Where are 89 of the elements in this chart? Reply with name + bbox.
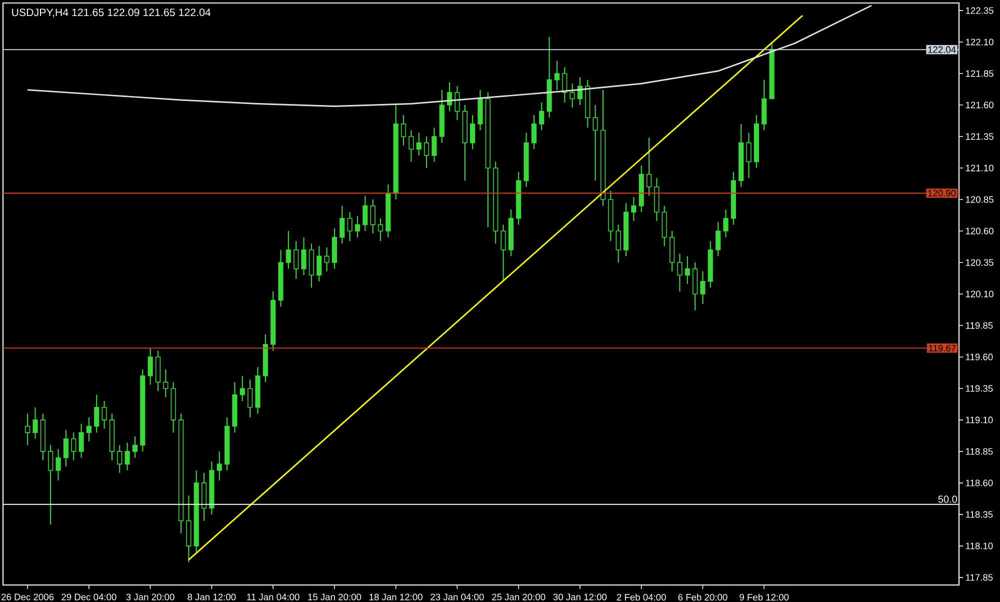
- candlestick: [416, 132, 422, 156]
- candlestick: [32, 406, 38, 440]
- candlestick: [616, 224, 621, 264]
- y-tick-label: 117.85: [966, 574, 993, 581]
- annotation: 50.0: [938, 496, 958, 503]
- ref-line-label: 119.67: [928, 344, 956, 352]
- candlestick: [316, 246, 322, 282]
- candlestick: [102, 400, 107, 430]
- y-tick-label: 121.85: [966, 70, 994, 77]
- candlestick: [63, 430, 68, 468]
- chart-title: USDJPY,H4 121.65 122.09 121.65 122.04: [12, 8, 211, 18]
- x-tick-label: 6 Feb 20:00: [678, 594, 728, 601]
- candlestick: [500, 224, 506, 281]
- candlestick: [424, 136, 430, 169]
- y-tick-label: 121.35: [966, 133, 994, 140]
- candlestick: [646, 137, 652, 196]
- x-tick-label: 29 Dec 04:00: [62, 594, 116, 600]
- candlestick: [432, 127, 437, 162]
- candlestick: [56, 448, 61, 481]
- candlestick: [216, 450, 222, 481]
- y-tick-label: 119.60: [966, 354, 993, 360]
- ref-line-label: 122.04: [928, 46, 956, 53]
- x-tick-label: 9 Feb 12:00: [740, 594, 789, 601]
- x-tick-label: 2 Feb 04:00: [616, 594, 666, 601]
- y-tick-label: 120.60: [966, 228, 994, 234]
- y-tick-label: 118.85: [966, 448, 993, 455]
- y-tick-label: 119.85: [966, 322, 993, 329]
- candlestick: [562, 66, 568, 104]
- candlestick: [324, 246, 330, 272]
- candlestick: [132, 436, 138, 458]
- y-tick-label: 121.60: [966, 102, 994, 108]
- candlestick: [294, 240, 299, 280]
- candlestick: [25, 413, 30, 446]
- candlestick: [286, 230, 291, 270]
- y-tick-label: 119.10: [966, 416, 993, 424]
- candlestick: [301, 236, 306, 276]
- x-tick-label: 15 Jan 20:00: [308, 594, 362, 600]
- x-tick-label: 26 Dec 2006: [2, 594, 54, 600]
- y-tick-label: 122.10: [966, 38, 994, 46]
- candlestick: [362, 195, 368, 232]
- ref-line-label: 120.90: [928, 190, 956, 197]
- candlestick: [340, 205, 345, 244]
- y-tick-label: 122.35: [966, 7, 994, 14]
- candlestick: [570, 83, 575, 108]
- candlestick: [531, 114, 536, 150]
- candlestick: [716, 222, 721, 257]
- candlestick: [347, 212, 352, 242]
- candlestick: [400, 114, 406, 146]
- candlestick: [684, 256, 690, 284]
- candlestick: [71, 432, 76, 461]
- y-tick-label: 120.35: [966, 259, 994, 266]
- candlestick: [470, 114, 476, 150]
- candlestick: [408, 130, 414, 162]
- x-tick-label: 23 Jan 04:00: [430, 594, 484, 600]
- candlestick: [240, 375, 245, 402]
- candlestick: [248, 379, 253, 418]
- y-tick-label: 118.60: [966, 480, 993, 486]
- candlestick: [454, 86, 460, 121]
- y-tick-label: 118.10: [966, 542, 993, 550]
- x-tick-label: 18 Jan 12:00: [370, 594, 422, 600]
- y-tick-label: 121.10: [966, 164, 994, 172]
- candlestick: [124, 442, 130, 471]
- candlestick: [631, 196, 636, 222]
- y-tick-label: 120.10: [966, 290, 994, 298]
- candlestick: [117, 444, 122, 474]
- candlestick: [592, 104, 598, 182]
- y-tick-label: 118.35: [966, 511, 993, 518]
- candlestick: [700, 270, 706, 305]
- candlestick: [539, 102, 544, 131]
- candlestick: [378, 218, 384, 242]
- candlestick: [354, 215, 360, 238]
- x-tick-label: 25 Jan 20:00: [492, 594, 546, 600]
- candlestick: [746, 132, 752, 179]
- candlestick: [554, 60, 560, 90]
- candlestick: [163, 369, 168, 398]
- candlestick: [94, 394, 100, 434]
- candlestick: [723, 209, 728, 238]
- candlestick: [86, 416, 92, 442]
- y-tick-label: 120.85: [966, 196, 994, 203]
- x-tick-label: 3 Jan 20:00: [126, 594, 174, 600]
- x-tick-label: 11 Jan 04:00: [247, 594, 300, 600]
- candlestick: [78, 423, 84, 458]
- x-tick-label: 8 Jan 12:00: [188, 594, 236, 600]
- candlestick: [677, 253, 682, 292]
- candlestick: [148, 348, 153, 386]
- x-tick-label: 30 Jan 12:00: [553, 594, 607, 600]
- y-tick-label: 119.35: [966, 385, 993, 392]
- candlestick: [370, 198, 376, 234]
- candlestick: [48, 444, 54, 526]
